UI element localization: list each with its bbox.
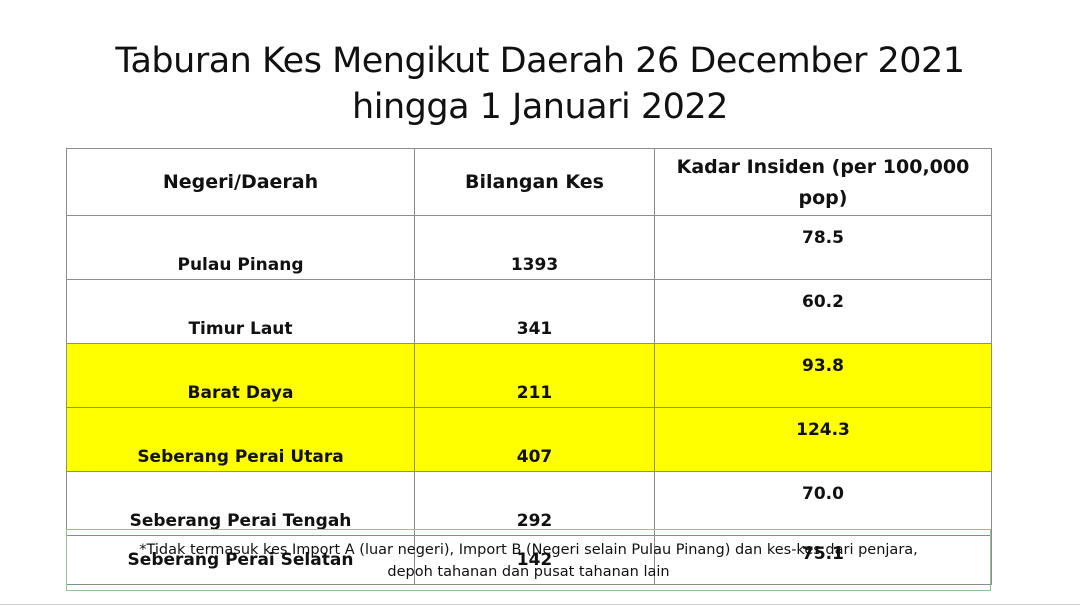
header-cases: Bilangan Kes xyxy=(414,148,655,216)
cases-cell: 341 xyxy=(414,279,655,344)
cases-cell: 1393 xyxy=(414,215,655,280)
title-line-1: Taburan Kes Mengikut Daerah 26 December … xyxy=(115,41,965,81)
region-cell: Timur Laut xyxy=(66,279,415,344)
rate-cell: 93.8 xyxy=(654,343,992,408)
table-row: Pulau Pinang 1393 78.5 xyxy=(66,215,992,280)
footnote-line-2: depoh tahanan dan pusat tahanan lain xyxy=(387,564,670,580)
page-title: Taburan Kes Mengikut Daerah 26 December … xyxy=(0,38,1080,130)
rate-cell: 75.1 xyxy=(654,535,992,585)
region-cell: Barat Daya xyxy=(66,343,415,408)
case-distribution-table: Negeri/Daerah Bilangan Kes Kadar Insiden… xyxy=(66,148,992,585)
region-cell: Pulau Pinang xyxy=(66,215,415,280)
rate-cell: 70.0 xyxy=(654,471,992,536)
cases-cell: 292 xyxy=(414,471,655,536)
table-row: Seberang Perai Selatan 142 75.1 xyxy=(66,535,992,585)
footnote-box: *Tidak termasuk kes Import A (luar neger… xyxy=(66,529,991,591)
rate-cell: 60.2 xyxy=(654,279,992,344)
table-row-highlighted: Barat Daya 211 93.8 xyxy=(66,343,992,408)
region-cell: Seberang Perai Selatan xyxy=(66,535,415,585)
table-header-row: Negeri/Daerah Bilangan Kes Kadar Insiden… xyxy=(66,148,992,216)
table-row: Seberang Perai Tengah 292 70.0 xyxy=(66,471,992,536)
header-region: Negeri/Daerah xyxy=(66,148,415,216)
region-cell: Seberang Perai Utara xyxy=(66,407,415,472)
table-row: Timur Laut 341 60.2 xyxy=(66,279,992,344)
bottom-divider xyxy=(0,604,1080,605)
footnote-line-1: *Tidak termasuk kes Import A (luar neger… xyxy=(139,542,918,558)
rate-cell: 78.5 xyxy=(654,215,992,280)
title-line-2: hingga 1 Januari 2022 xyxy=(352,87,728,127)
header-incidence-rate: Kadar Insiden (per 100,000 pop) xyxy=(654,148,992,216)
cases-cell: 211 xyxy=(414,343,655,408)
cases-cell: 142 xyxy=(414,535,655,585)
table-row-highlighted: Seberang Perai Utara 407 124.3 xyxy=(66,407,992,472)
cases-cell: 407 xyxy=(414,407,655,472)
rate-cell: 124.3 xyxy=(654,407,992,472)
region-cell: Seberang Perai Tengah xyxy=(66,471,415,536)
